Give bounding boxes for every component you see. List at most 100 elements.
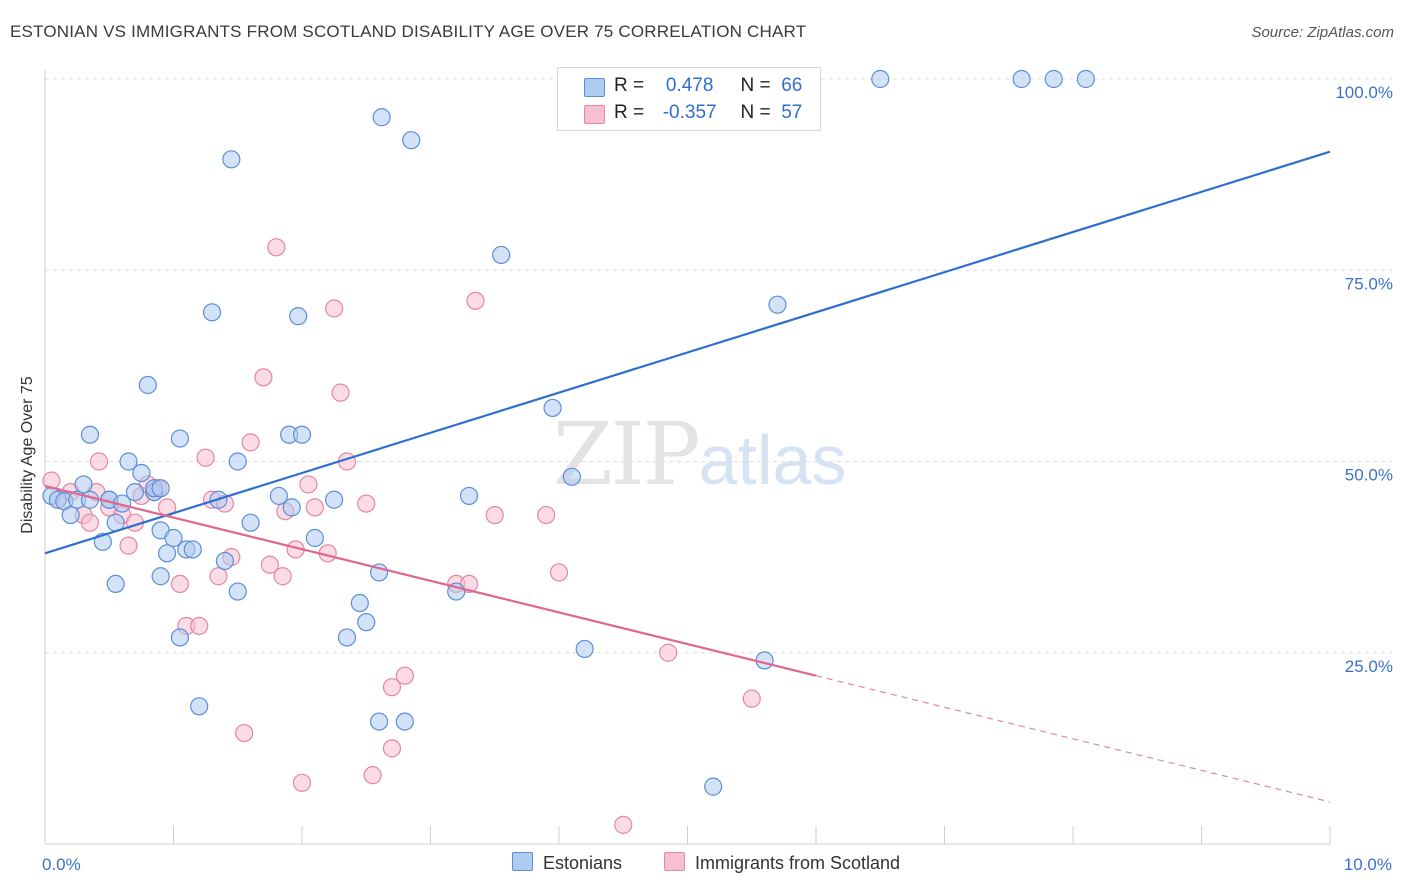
estonians-point <box>1012 69 1031 89</box>
estonians-point <box>151 479 170 498</box>
estonians-points <box>42 69 1095 796</box>
scotland-point <box>382 739 402 758</box>
scotland-point <box>273 567 292 586</box>
estonians-point <box>704 777 723 796</box>
scotland-trend-line <box>44 484 817 677</box>
bottom-scotland-label: Immigrants from Scotland <box>695 853 901 873</box>
scotland-trend-extension <box>815 675 1331 803</box>
estonians-point <box>138 375 157 395</box>
estonians-point <box>289 307 308 326</box>
estonians-trend-line <box>44 150 1331 555</box>
watermark: ZIPatlas <box>553 405 846 505</box>
y-tick-label: 25.0% <box>1345 657 1393 676</box>
grid-lines <box>45 78 1392 654</box>
estonians-n-value: 66 <box>781 75 803 96</box>
estonians-point <box>269 486 288 506</box>
scotland-n-label: N = <box>740 102 771 123</box>
x-tick-label: 0.0% <box>42 855 81 874</box>
estonians-point <box>228 582 247 601</box>
estonians-r-value: 0.478 <box>665 75 714 96</box>
scotland-point <box>170 574 190 594</box>
bottom-estonians-swatch <box>512 852 533 871</box>
bottom-scotland-swatch <box>664 852 685 871</box>
estonians-swatch <box>584 78 605 97</box>
estonians-point <box>170 429 190 448</box>
scotland-point <box>466 291 485 310</box>
scotland-n-value: 57 <box>781 102 803 123</box>
estonians-point <box>1044 69 1063 89</box>
scotland-point <box>363 766 382 785</box>
scotland-point <box>260 555 279 574</box>
scotland-point <box>537 505 556 525</box>
bottom-estonians-label: Estonians <box>543 853 623 873</box>
estonians-point <box>183 540 202 559</box>
bottom-legend-scotland: Immigrants from Scotland <box>664 852 900 874</box>
scotland-point <box>382 678 402 697</box>
bottom-legend-estonians: Estonians <box>512 852 622 874</box>
estonians-point <box>543 398 562 418</box>
scotland-swatch <box>584 105 605 124</box>
estonians-r-label: R = <box>614 75 645 96</box>
estonians-point <box>402 131 421 150</box>
estonians-point <box>61 505 80 525</box>
trend-lines <box>44 150 1331 803</box>
estonians-point <box>459 486 479 506</box>
estonians-point <box>202 303 222 322</box>
estonians-point <box>74 475 93 494</box>
source-credit: Source: ZipAtlas.com <box>1251 24 1394 41</box>
scotland-point <box>254 368 273 387</box>
estonians-point <box>395 712 414 731</box>
scotland-point <box>659 643 678 662</box>
scotland-point <box>241 433 260 452</box>
scotland-point <box>196 448 215 467</box>
chart-title: ESTONIAN VS IMMIGRANTS FROM SCOTLAND DIS… <box>10 22 807 41</box>
y-tick-label: 75.0% <box>1345 274 1393 293</box>
estonians-point <box>164 528 183 548</box>
estonians-point <box>119 452 138 471</box>
watermark-atlas: atlas <box>698 421 847 499</box>
scotland-point <box>299 475 318 494</box>
scotland-point <box>305 498 324 517</box>
tick-labels: 25.0% 50.0% 75.0% 100.0% 0.0% 10.0% <box>42 83 1393 874</box>
scotland-point <box>80 513 100 532</box>
estonians-point <box>492 245 511 265</box>
watermark-zip: ZIP <box>553 405 701 505</box>
estonians-point <box>125 483 145 502</box>
estonians-n-label: N = <box>740 75 771 96</box>
estonians-point <box>372 108 391 127</box>
estonians-point <box>241 513 260 532</box>
estonians-point <box>222 150 241 169</box>
scotland-point <box>395 666 414 685</box>
scotland-point <box>292 773 312 792</box>
estonians-point <box>80 425 100 444</box>
scotland-point <box>235 723 254 743</box>
scotland-point <box>89 452 109 471</box>
y-tick-label: 50.0% <box>1345 466 1393 485</box>
estonians-point <box>562 467 581 486</box>
estonians-point <box>170 628 190 647</box>
estonians-point <box>337 628 357 647</box>
axes <box>44 70 1331 845</box>
estonians-point <box>215 551 234 571</box>
scotland-point <box>742 689 761 708</box>
estonians-point <box>305 528 324 548</box>
estonians-point <box>80 490 100 509</box>
scotland-point <box>485 505 504 525</box>
estonians-point <box>132 463 151 483</box>
estonians-point <box>350 593 369 613</box>
estonians-point <box>106 574 125 594</box>
estonians-point <box>575 639 594 659</box>
estonians-point <box>768 295 787 314</box>
scotland-point <box>190 616 209 636</box>
estonians-point <box>357 613 376 632</box>
estonians-point <box>1076 69 1095 89</box>
scotland-point <box>549 563 569 582</box>
correlation-legend: R = 0.478 N = 66 R = -0.357 N = 57 <box>557 67 821 131</box>
estonians-point <box>292 425 312 444</box>
estonians-point <box>151 567 170 586</box>
scotland-r-label: R = <box>614 102 645 123</box>
estonians-point <box>157 544 177 563</box>
estonians-point <box>325 490 344 509</box>
x-tick-label: 10.0% <box>1344 855 1392 874</box>
